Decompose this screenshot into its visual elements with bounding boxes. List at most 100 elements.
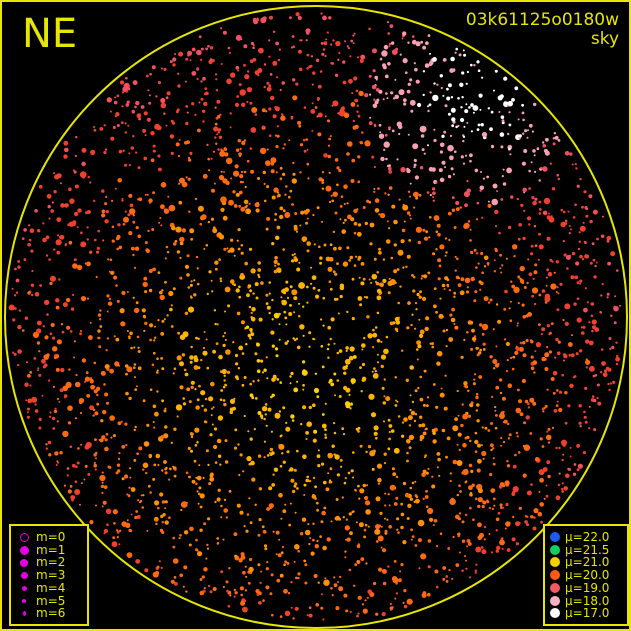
star-marker: [390, 91, 394, 95]
star-marker: [155, 518, 158, 522]
star-marker: [223, 247, 227, 251]
star-marker: [424, 454, 428, 457]
star-marker: [405, 265, 408, 268]
star-marker: [323, 41, 328, 46]
star-marker: [269, 447, 274, 452]
star-marker: [233, 532, 238, 537]
star-marker: [312, 438, 317, 443]
star-marker: [464, 481, 467, 484]
star-marker: [52, 346, 58, 352]
star-marker: [250, 269, 255, 273]
star-marker: [34, 403, 37, 406]
star-marker: [554, 135, 559, 140]
star-marker: [211, 423, 214, 426]
star-marker: [257, 177, 260, 180]
star-marker: [553, 408, 558, 413]
star-marker: [538, 244, 544, 250]
star-marker: [561, 373, 564, 377]
star-marker: [203, 522, 207, 526]
star-marker: [511, 98, 515, 102]
color-swatch-icon: [550, 582, 560, 593]
star-marker: [367, 333, 373, 339]
star-marker: [521, 281, 525, 285]
star-marker: [113, 100, 118, 105]
star-marker: [166, 251, 170, 254]
star-marker: [470, 347, 474, 351]
star-marker: [359, 303, 363, 307]
star-marker: [459, 82, 464, 88]
star-marker: [56, 420, 59, 423]
star-marker: [409, 486, 413, 490]
star-marker: [239, 180, 243, 184]
star-marker: [299, 324, 305, 330]
star-marker: [258, 317, 263, 322]
star-marker: [533, 302, 537, 306]
star-marker: [487, 263, 490, 266]
star-marker: [385, 239, 391, 244]
star-marker: [564, 321, 569, 326]
star-marker: [362, 378, 366, 382]
star-marker: [585, 339, 590, 344]
star-marker: [350, 102, 356, 107]
star-marker: [386, 97, 389, 100]
star-marker: [518, 137, 521, 140]
star-marker: [254, 503, 257, 506]
star-marker: [429, 193, 432, 197]
star-marker: [382, 401, 386, 405]
star-marker: [408, 214, 411, 217]
star-marker: [431, 475, 434, 478]
star-marker: [555, 337, 559, 342]
star-marker: [306, 301, 309, 304]
star-marker: [393, 243, 397, 247]
star-marker: [284, 341, 288, 345]
star-marker: [215, 78, 218, 81]
star-marker: [566, 267, 569, 270]
star-marker: [295, 337, 299, 340]
star-marker: [550, 283, 557, 290]
star-marker: [346, 246, 350, 250]
star-marker: [235, 34, 242, 41]
star-marker: [215, 89, 219, 92]
star-marker: [546, 324, 550, 328]
star-marker: [233, 204, 238, 208]
star-marker: [266, 454, 270, 457]
star-marker: [421, 592, 427, 598]
star-marker: [585, 366, 588, 369]
star-marker: [164, 500, 168, 504]
star-marker: [46, 353, 50, 357]
star-marker: [306, 241, 312, 246]
star-marker: [322, 324, 325, 327]
star-marker: [258, 518, 262, 522]
star-marker: [17, 349, 22, 354]
star-marker: [298, 67, 303, 72]
star-marker: [333, 246, 337, 251]
star-marker: [427, 105, 429, 108]
star-marker: [55, 305, 60, 310]
magnitude-label: m=4: [36, 580, 66, 595]
star-marker: [320, 606, 324, 610]
star-marker: [384, 133, 388, 137]
star-marker: [356, 104, 359, 107]
star-marker: [114, 187, 117, 190]
star-marker: [451, 577, 454, 581]
star-marker: [290, 46, 293, 49]
star-marker: [281, 452, 284, 455]
star-marker: [327, 343, 330, 346]
star-marker: [532, 526, 537, 531]
star-marker: [433, 82, 436, 85]
star-marker: [301, 236, 308, 242]
star-marker: [373, 367, 376, 370]
star-marker: [269, 592, 273, 596]
star-marker: [435, 248, 438, 251]
star-marker: [328, 280, 332, 284]
star-marker: [419, 415, 423, 419]
star-marker: [450, 56, 455, 62]
star-marker: [414, 327, 417, 330]
star-marker: [509, 153, 512, 156]
star-marker: [545, 484, 548, 487]
star-marker: [93, 199, 96, 202]
star-marker: [553, 271, 556, 274]
star-marker: [241, 102, 246, 108]
star-marker: [404, 492, 410, 498]
star-marker: [413, 500, 416, 504]
